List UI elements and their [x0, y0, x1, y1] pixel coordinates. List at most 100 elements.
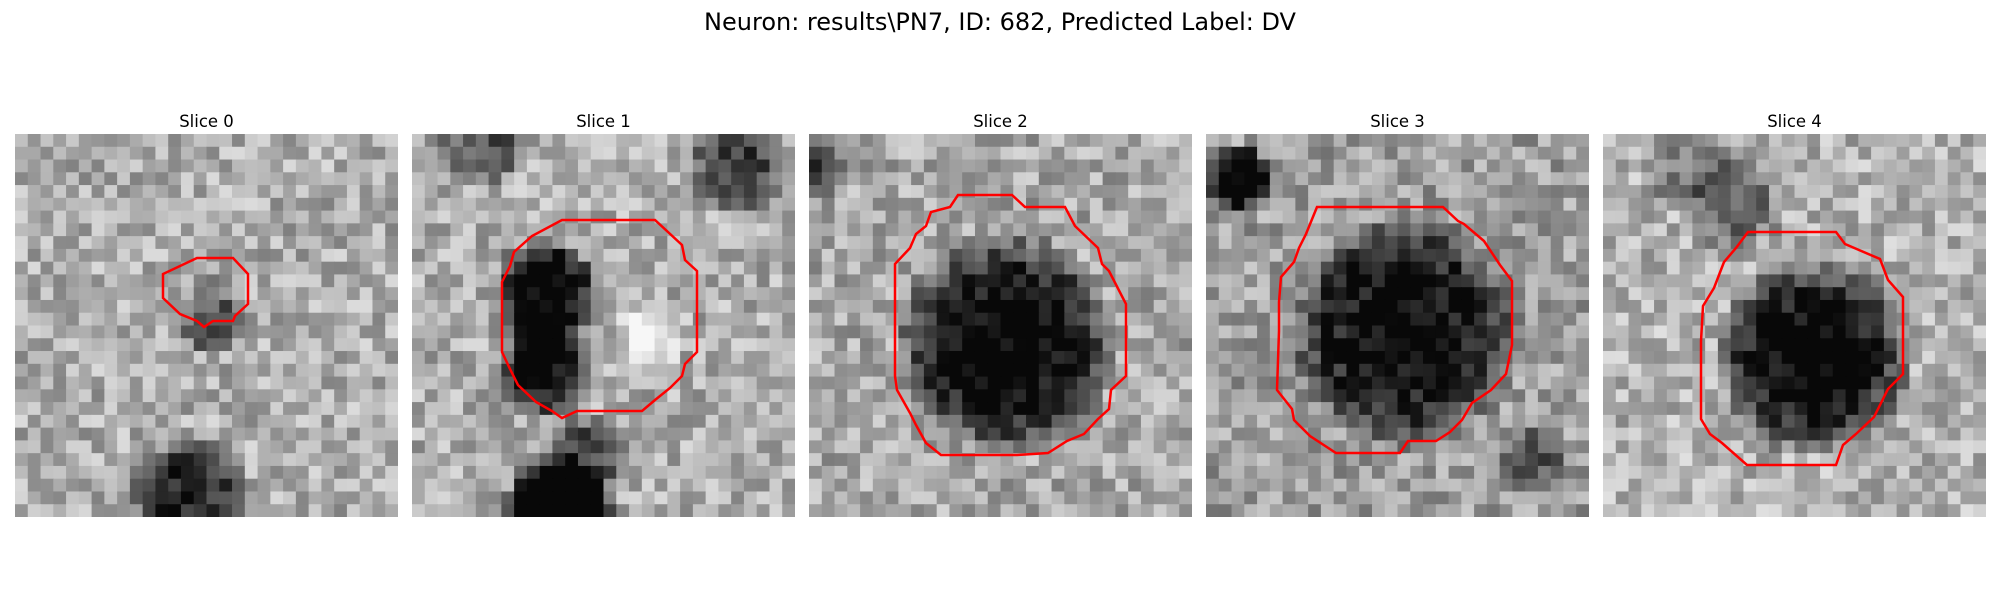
image-pixel: [1922, 363, 1936, 378]
image-pixel: [117, 363, 131, 378]
image-pixel: [53, 159, 67, 173]
image-pixel: [1064, 261, 1078, 276]
image-pixel: [1295, 402, 1309, 416]
image-pixel: [1140, 491, 1155, 505]
image-pixel: [53, 312, 67, 327]
image-pixel: [1206, 197, 1220, 212]
image-pixel: [860, 172, 874, 186]
image-pixel: [1934, 389, 1949, 403]
image-pixel: [1563, 478, 1577, 493]
image-pixel: [1333, 453, 1348, 467]
image-pixel: [834, 376, 848, 390]
image-pixel: [1423, 363, 1437, 378]
image-pixel: [1679, 210, 1693, 224]
image-pixel: [756, 389, 771, 403]
image-pixel: [1679, 134, 1693, 148]
image-pixel: [1140, 134, 1155, 148]
image-pixel: [1654, 312, 1668, 327]
image-pixel: [898, 172, 912, 186]
image-pixel: [1140, 325, 1155, 339]
image-pixel: [987, 210, 1002, 224]
image-pixel: [1794, 312, 1808, 327]
image-pixel: [78, 465, 93, 480]
image-pixel: [450, 197, 464, 212]
image-pixel: [1128, 427, 1142, 441]
image-pixel: [1333, 236, 1348, 250]
image-pixel: [885, 414, 899, 429]
image-pixel: [1512, 427, 1526, 441]
image-pixel: [1051, 236, 1065, 250]
image-pixel: [1013, 427, 1027, 441]
image-pixel: [603, 197, 617, 212]
image-pixel: [1717, 197, 1732, 212]
image-pixel: [962, 287, 976, 301]
image-pixel: [1679, 427, 1693, 441]
image-pixel: [1615, 376, 1630, 390]
image-pixel: [1282, 287, 1296, 301]
image-pixel: [1563, 210, 1577, 224]
image-pixel: [1922, 351, 1936, 365]
image-pixel: [1179, 287, 1192, 301]
image-pixel: [514, 236, 528, 250]
image-pixel: [1435, 491, 1450, 505]
image-pixel: [15, 351, 29, 365]
image-pixel: [1038, 491, 1053, 505]
image-pixel: [1026, 134, 1040, 148]
image-pixel: [654, 504, 668, 517]
image-pixel: [1269, 134, 1284, 148]
image-pixel: [168, 440, 182, 454]
image-pixel: [526, 414, 541, 429]
image-pixel: [1641, 478, 1655, 493]
image-pixel: [321, 440, 335, 454]
image-pixel: [295, 223, 310, 237]
image-pixel: [15, 414, 29, 429]
image-pixel: [1705, 402, 1719, 416]
image-pixel: [1089, 491, 1104, 505]
image-pixel: [1308, 389, 1322, 403]
image-pixel: [962, 146, 976, 161]
image-pixel: [769, 197, 783, 212]
image-pixel: [1858, 185, 1872, 199]
image-pixel: [372, 146, 386, 161]
image-pixel: [1794, 427, 1808, 441]
image-pixel: [692, 389, 707, 403]
image-pixel: [193, 210, 208, 224]
image-pixel: [117, 299, 131, 314]
image-pixel: [1077, 287, 1091, 301]
image-pixel: [821, 185, 836, 199]
image-pixel: [872, 351, 887, 365]
image-pixel: [1179, 491, 1192, 505]
image-pixel: [1768, 504, 1783, 517]
image-pixel: [450, 440, 464, 454]
image-pixel: [1550, 312, 1565, 327]
image-pixel: [53, 478, 67, 493]
image-pixel: [1320, 248, 1335, 263]
image-pixel: [1179, 197, 1192, 212]
image-pixel: [654, 363, 668, 378]
image-pixel: [1384, 325, 1399, 339]
image-pixel: [565, 299, 579, 314]
image-pixel: [1077, 274, 1091, 288]
image-pixel: [1550, 376, 1565, 390]
image-pixel: [501, 465, 515, 480]
image-pixel: [1371, 312, 1386, 327]
image-pixel: [680, 287, 694, 301]
image-pixel: [654, 261, 668, 276]
image-pixel: [1883, 146, 1898, 161]
image-pixel: [847, 414, 861, 429]
image-pixel: [1641, 440, 1655, 454]
image-pixel: [1576, 504, 1589, 517]
image-pixel: [346, 504, 361, 517]
image-pixel: [782, 402, 795, 416]
image-pixel: [629, 185, 643, 199]
image-pixel: [629, 465, 643, 480]
image-pixel: [1537, 299, 1552, 314]
image-pixel: [501, 223, 515, 237]
image-pixel: [1641, 236, 1655, 250]
image-pixel: [180, 427, 195, 441]
slice-title-3: Slice 3: [1370, 112, 1425, 131]
image-pixel: [1654, 274, 1668, 288]
image-pixel: [206, 274, 220, 288]
image-pixel: [1308, 363, 1322, 378]
image-pixel: [1654, 389, 1668, 403]
